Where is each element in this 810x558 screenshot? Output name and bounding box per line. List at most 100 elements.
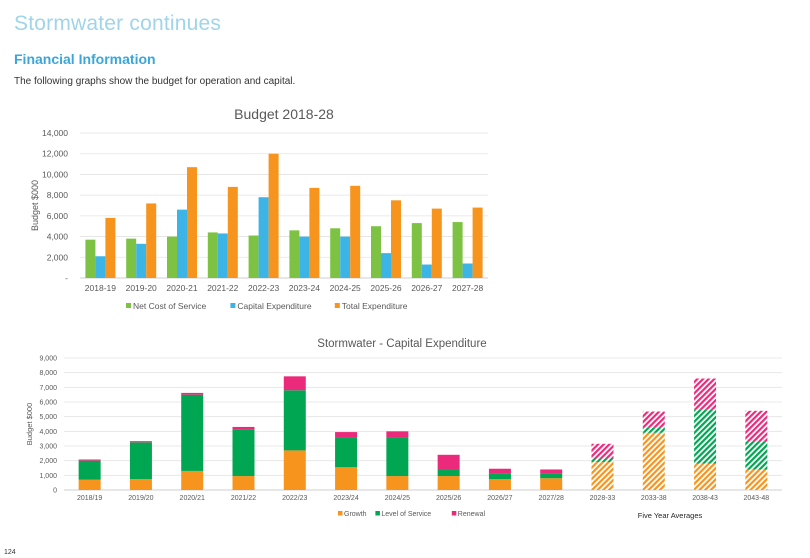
y-tick-label: 10,000 [42, 169, 68, 179]
segment-renewal [283, 376, 306, 391]
bar-total-expenditure [431, 208, 442, 278]
segment-growth [283, 450, 306, 490]
page-heading: Stormwater continues [14, 12, 222, 35]
bar-capital-expenditure [136, 243, 147, 278]
x-tick-label: 2026-27 [411, 283, 442, 293]
segment-level-of-service [78, 460, 101, 480]
legend-label: Net Cost of Service [133, 301, 206, 311]
segment-level-of-service [283, 390, 306, 451]
y-tick-label: 4,000 [47, 232, 69, 242]
segment-level-of-service [181, 394, 204, 471]
segment-renewal [745, 410, 768, 442]
x-tick-label: 2022/23 [282, 495, 307, 502]
y-tick-label: 8,000 [47, 190, 69, 200]
legend-label: Renewal [458, 511, 486, 518]
legend-swatch [334, 303, 340, 308]
section-title: Financial Information [14, 51, 156, 67]
x-tick-label: 2021-22 [207, 283, 238, 293]
legend-label: Growth [344, 511, 367, 518]
bar-total-expenditure [309, 187, 320, 278]
y-tick-label: 7,000 [39, 385, 57, 392]
segment-level-of-service [745, 441, 768, 470]
x-tick-label: 2023/24 [333, 495, 358, 502]
chart-title: Budget 2018-28 [234, 106, 334, 122]
legend-swatch [230, 303, 236, 308]
x-tick-label: 2018-19 [85, 283, 116, 293]
bar-total-expenditure [350, 185, 361, 278]
page-number: 124 [4, 549, 16, 556]
x-tick-label: 2027-28 [452, 283, 483, 293]
x-tick-label: 2038-43 [692, 495, 718, 502]
bar-capital-expenditure [217, 233, 228, 278]
x-tick-label: 2025-26 [370, 283, 401, 293]
bar-net-cost-of-service [330, 228, 341, 278]
x-tick-label: 2021/22 [231, 495, 256, 502]
bar-capital-expenditure [177, 209, 187, 278]
bar-net-cost-of-service [452, 222, 463, 278]
legend-swatch [451, 511, 457, 516]
segment-renewal [540, 469, 563, 474]
chart-title: Stormwater - Capital Expenditure [317, 338, 486, 350]
y-tick-label: 14,000 [42, 128, 68, 138]
x-tick-label: 2020-21 [166, 283, 197, 293]
x-tick-label: 2028-33 [590, 495, 616, 502]
y-tick-label: 1,000 [39, 473, 57, 480]
y-tick-label: 9,000 [39, 356, 57, 363]
bar-capital-expenditure [258, 197, 269, 278]
bar-capital-expenditure [299, 236, 310, 278]
bar-total-expenditure [105, 217, 116, 278]
bar-capital-expenditure [462, 263, 473, 278]
segment-level-of-service [642, 427, 665, 433]
segment-growth [540, 478, 563, 490]
segment-renewal [335, 432, 358, 438]
x-tick-label: 2033-38 [641, 495, 667, 502]
bar-capital-expenditure [340, 236, 351, 278]
x-tick-label: 2020/21 [180, 495, 205, 502]
x-tick-label: 2043-48 [744, 495, 770, 502]
bar-net-cost-of-service [289, 230, 300, 278]
segment-renewal [642, 411, 665, 428]
segment-growth [745, 469, 768, 490]
y-tick-label: 12,000 [42, 149, 68, 159]
y-axis-label: Budget $000 [25, 403, 34, 446]
segment-growth [78, 479, 101, 490]
bar-net-cost-of-service [207, 232, 218, 278]
y-tick-label: 8,000 [39, 370, 57, 377]
segment-level-of-service [488, 473, 511, 479]
segment-growth [335, 467, 358, 490]
bar-net-cost-of-service [371, 226, 381, 278]
y-tick-label: 4,000 [39, 429, 57, 436]
legend-label: Level of Service [381, 511, 431, 518]
segment-growth [694, 463, 717, 490]
x-tick-label: 2019/20 [128, 495, 153, 502]
bar-net-cost-of-service [126, 238, 137, 278]
segment-renewal [591, 443, 614, 459]
bar-total-expenditure [146, 203, 157, 278]
y-tick-label: 2,000 [47, 252, 69, 262]
legend-label: Total Expenditure [342, 301, 408, 311]
bar-total-expenditure [391, 200, 401, 278]
y-tick-label: 5,000 [39, 414, 57, 421]
segment-renewal [232, 426, 255, 430]
y-tick-label: 0 [53, 488, 57, 495]
y-tick-label: 2,000 [39, 458, 57, 465]
segment-renewal [129, 441, 152, 443]
segment-level-of-service [335, 437, 358, 468]
segment-level-of-service [232, 429, 255, 477]
segment-renewal [694, 378, 717, 410]
bar-net-cost-of-service [411, 223, 422, 278]
x-tick-label: 2023-24 [289, 283, 320, 293]
segment-growth [591, 462, 614, 490]
group-label: Five Year Averages [638, 511, 703, 520]
legend-swatch [126, 303, 131, 308]
x-tick-label: 2027/28 [539, 495, 564, 502]
segment-level-of-service [129, 442, 152, 479]
segment-level-of-service [386, 437, 409, 477]
segment-growth [386, 476, 409, 490]
x-tick-label: 2024/25 [385, 495, 410, 502]
segment-renewal [488, 468, 511, 474]
x-tick-label: 2026/27 [487, 495, 512, 502]
segment-growth [232, 476, 255, 490]
segment-growth [642, 432, 665, 490]
